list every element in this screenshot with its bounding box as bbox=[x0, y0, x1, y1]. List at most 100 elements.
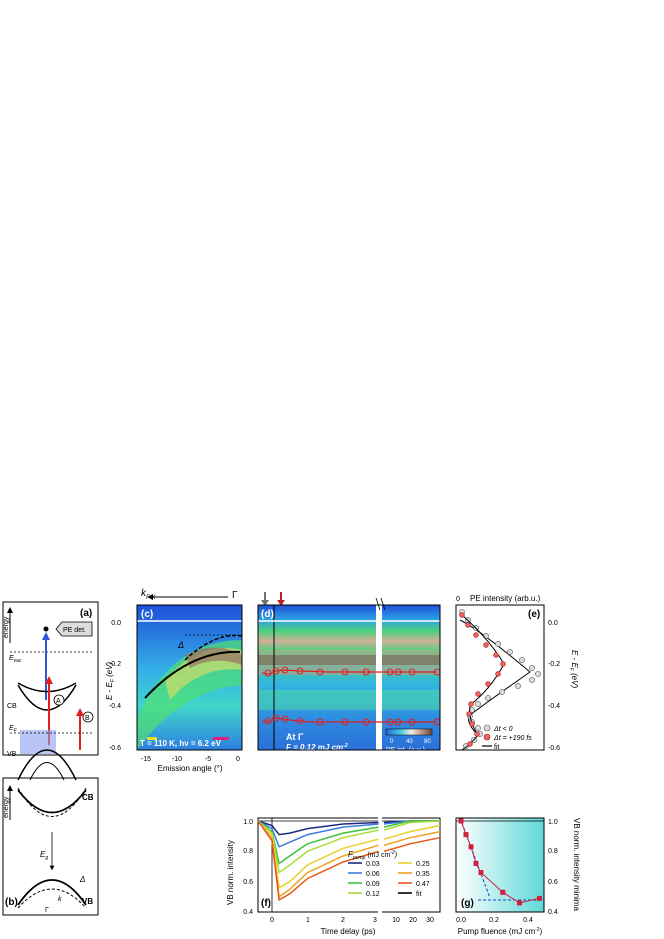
legend-label-0.47: 0.47 bbox=[416, 881, 430, 888]
svg-text:-0.2: -0.2 bbox=[548, 661, 560, 668]
svg-text:80: 80 bbox=[424, 739, 431, 745]
series-line-0.35 bbox=[257, 820, 379, 899]
series-line-0.03 bbox=[257, 820, 379, 836]
panel-f-xlabel: Time delay (ps) bbox=[321, 927, 376, 936]
band-fit-curve bbox=[144, 650, 241, 699]
colorbar bbox=[385, 728, 433, 736]
svg-text:20: 20 bbox=[409, 917, 417, 924]
panel-e: 0 PE intensity (arb.u.) (e) Δt < 0 Δt = … bbox=[455, 594, 579, 752]
panel-g-xlabel: Pump fluence (mJ cm-2) bbox=[458, 927, 543, 936]
svg-text:0.8: 0.8 bbox=[243, 848, 253, 855]
svg-text:Δt < 0: Δt < 0 bbox=[493, 726, 513, 733]
series-line-0.47 bbox=[257, 820, 379, 902]
panel-e-ylabel: E - EF (eV) bbox=[568, 650, 579, 689]
svg-text:0.2: 0.2 bbox=[489, 917, 499, 924]
panel-a-label: (a) bbox=[80, 608, 92, 619]
panel-c-ylabel: E - EF (eV) bbox=[105, 661, 116, 700]
minima-point bbox=[468, 844, 474, 850]
cb-label-b: CB bbox=[82, 793, 94, 802]
series-line-tail-0.35 bbox=[383, 830, 441, 847]
panel-b: energy CB Eg Δ VB (b) k Γ bbox=[2, 777, 99, 916]
svg-text:1: 1 bbox=[306, 917, 310, 924]
panel-b-label: (b) bbox=[5, 897, 18, 908]
panel-e-top-label: PE intensity (arb.u.) bbox=[470, 594, 541, 603]
eg-label: Eg bbox=[40, 850, 48, 861]
panel-g-ylabel: VB norm. intensity minima bbox=[572, 818, 581, 911]
series-line-tail-0.12 bbox=[383, 820, 441, 831]
legend-label-0.12: 0.12 bbox=[366, 891, 380, 898]
detector-icon bbox=[55, 621, 93, 637]
svg-text:2: 2 bbox=[341, 917, 345, 924]
vb-label-b: VB bbox=[82, 897, 93, 906]
panel-f-label: (f) bbox=[261, 898, 271, 909]
at-gamma-label: At Γ bbox=[286, 732, 304, 742]
legend-label-0.25: 0.25 bbox=[416, 861, 430, 868]
svg-text:0.0: 0.0 bbox=[456, 917, 466, 924]
panel-a: (a) energy PE det. Evac CB A B EF VB bbox=[2, 601, 99, 781]
series-line-0.06 bbox=[257, 820, 379, 848]
temperature-annotation: T = 110 K, hν = 6.2 eV bbox=[140, 739, 222, 748]
svg-text:-10: -10 bbox=[172, 756, 182, 763]
grey-arrow-icon bbox=[261, 600, 269, 606]
panel-f: (f) Fpump (mJ cm-2) 0.03 0.06 0.09 0.12 0.25… bbox=[226, 816, 441, 936]
legend-label-0.03: 0.03 bbox=[366, 861, 380, 868]
panel-c-xlabel: Emission angle (°) bbox=[158, 764, 223, 773]
energy-axis-label-b: energy bbox=[3, 796, 10, 818]
svg-text:fit: fit bbox=[494, 744, 500, 751]
svg-text:0: 0 bbox=[390, 739, 394, 745]
svg-text:0: 0 bbox=[270, 917, 274, 924]
vb-label: VB bbox=[7, 751, 17, 758]
svg-text:-0.6: -0.6 bbox=[109, 745, 121, 752]
panel-f-legend: 0.03 0.06 0.09 0.12 0.25 0.35 0.47 fit bbox=[348, 861, 430, 898]
panel-g: (g) 1.0 0.8 0.6 0.4 VB norm. intensity m… bbox=[455, 817, 581, 936]
panel-f-ylabel: VB norm. intensity bbox=[226, 840, 235, 905]
legend-label-0.06: 0.06 bbox=[366, 871, 380, 878]
gamma-label: Γ bbox=[232, 590, 238, 601]
minima-point bbox=[500, 889, 506, 895]
delta-label-c: Δ bbox=[177, 640, 184, 650]
svg-text:Γ: Γ bbox=[45, 907, 49, 914]
panel-c-label: (c) bbox=[141, 609, 153, 620]
minima-point bbox=[463, 832, 469, 838]
top-k-axis: kΓ-X Γ bbox=[141, 588, 238, 601]
svg-text:-0.4: -0.4 bbox=[548, 703, 560, 710]
dt-positive-points bbox=[459, 612, 506, 747]
svg-text:-5: -5 bbox=[205, 756, 211, 763]
fluence-label: F = 0.12 mJ cm-2 bbox=[286, 743, 348, 752]
cb-label: CB bbox=[7, 703, 17, 710]
panel-d: (d) At Γ F = 0.12 mJ cm-2 0 40 80 PE int… bbox=[257, 592, 441, 754]
svg-text:0.6: 0.6 bbox=[243, 879, 253, 886]
svg-text:30: 30 bbox=[426, 917, 434, 924]
svg-text:0.6: 0.6 bbox=[548, 879, 558, 886]
panel-g-label: (g) bbox=[461, 898, 474, 909]
delta-label-b: Δ bbox=[79, 875, 85, 884]
svg-text:-0.6: -0.6 bbox=[548, 745, 560, 752]
legend-label-0.35: 0.35 bbox=[416, 871, 430, 878]
svg-text:1.0: 1.0 bbox=[548, 819, 558, 826]
series-line-tail-0.25 bbox=[383, 824, 441, 840]
minima-point bbox=[537, 895, 542, 901]
k-label: kΓ-X bbox=[141, 588, 156, 601]
photoelectron-dot bbox=[43, 626, 49, 632]
series-line-tail-0.47 bbox=[383, 836, 441, 853]
panel-c: Δ T = 110 K, hν = 6.2 eV (c) 0.0 -0.2 -0… bbox=[105, 604, 243, 773]
minima-point bbox=[517, 900, 522, 906]
vb-curve-b bbox=[17, 879, 87, 906]
marker-b: B bbox=[85, 715, 90, 722]
red-arrow-icon bbox=[277, 600, 285, 606]
peak-markers bbox=[264, 666, 441, 726]
evac-label: Evac bbox=[9, 655, 22, 664]
fluence-curves bbox=[257, 820, 441, 902]
svg-text:Δt = +190 fs: Δt = +190 fs bbox=[493, 735, 532, 742]
svg-text:3: 3 bbox=[373, 917, 377, 924]
energy-axis-label: energy bbox=[3, 616, 10, 638]
svg-text:10: 10 bbox=[392, 917, 400, 924]
svg-text:-0.4: -0.4 bbox=[109, 703, 121, 710]
svg-text:0.4: 0.4 bbox=[523, 917, 533, 924]
minima-point bbox=[458, 818, 464, 824]
svg-text:0.0: 0.0 bbox=[111, 620, 121, 627]
pe-det-label: PE det. bbox=[63, 627, 86, 634]
minima-point bbox=[478, 870, 484, 876]
legend-title: Fpump (mJ cm-2) bbox=[348, 850, 397, 861]
